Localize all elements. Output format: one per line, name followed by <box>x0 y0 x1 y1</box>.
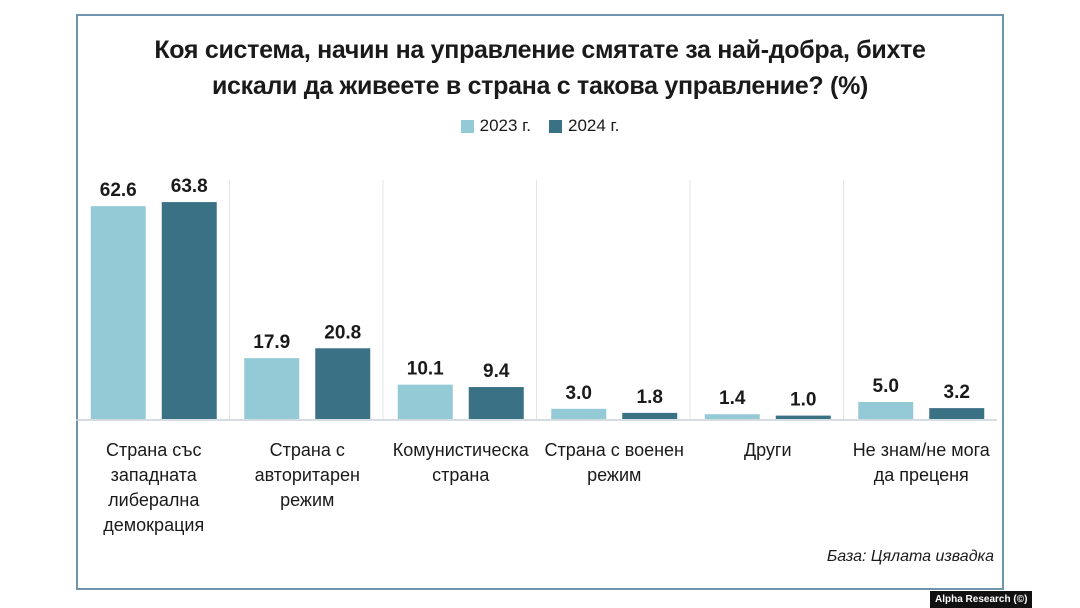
chart-title-line-2: искали да живеете в страна с такова упра… <box>211 72 869 100</box>
category-label: Други <box>692 438 844 463</box>
category-label-line: да преценя <box>873 465 969 485</box>
data-label-2024: 9.4 <box>483 361 510 382</box>
category-label-line: Страна с <box>269 440 345 460</box>
category-label-line: страна <box>432 465 490 485</box>
category-label: Страна с военен режим <box>538 438 690 488</box>
chart-frame <box>76 14 1004 590</box>
category-label-line: Не знам/не мога <box>852 440 990 460</box>
category-label-line: западната <box>110 465 197 485</box>
bar-2024 <box>315 348 371 419</box>
category-label-line: Страна със <box>106 440 202 460</box>
bar-2023 <box>858 402 914 419</box>
chart-title-line-1: Коя система, начин на управление смятате… <box>154 36 926 64</box>
category-label-line: авторитарен <box>254 465 360 485</box>
data-label-2024: 3.2 <box>944 382 970 403</box>
legend-label-2023: 2023 г. <box>479 116 531 135</box>
category-label-line: Страна с военен <box>544 440 685 460</box>
bar-2023 <box>704 414 760 419</box>
category-label: Не знам/не мога да преценя <box>845 438 997 488</box>
bar-2023 <box>244 358 300 419</box>
category-label-line: Комунистическа <box>392 440 529 460</box>
data-label-2023: 3.0 <box>566 383 592 404</box>
category-label: Страна с авторитарен режим <box>231 438 383 513</box>
bar-2024 <box>468 387 524 419</box>
chart-legend: 2023 г. 2024 г. <box>0 116 1080 136</box>
bar-2024 <box>622 412 678 419</box>
data-label-2024: 1.8 <box>637 387 663 408</box>
category-label-line: режим <box>280 490 335 510</box>
base-note: База: Цялата извадка <box>826 548 994 565</box>
data-label-2023: 17.9 <box>253 332 290 353</box>
data-label-2024: 20.8 <box>324 322 361 343</box>
category-label-line: Други <box>743 440 792 460</box>
bar-2024 <box>775 415 831 419</box>
bar-2024 <box>161 202 217 419</box>
data-label-2023: 5.0 <box>873 376 899 397</box>
data-label-2023: 62.6 <box>100 180 137 201</box>
category-label-line: режим <box>587 465 642 485</box>
bar-2023 <box>90 206 146 419</box>
legend-label-2024: 2024 г. <box>568 116 620 135</box>
chart-title: Коя система, начин на управление смятате… <box>90 32 990 104</box>
legend-item-2023: 2023 г. <box>460 116 531 136</box>
category-label: Страна със западната либерална демокрация <box>78 438 230 538</box>
data-label-2023: 10.1 <box>407 359 444 380</box>
legend-swatch-2024 <box>549 119 562 133</box>
category-label: Комунистическа страна <box>385 438 537 488</box>
legend-item-2024: 2024 г. <box>549 116 619 136</box>
data-label-2024: 1.0 <box>790 390 816 411</box>
category-label-line: либерална <box>108 490 200 510</box>
source-credit: Alpha Research (©) <box>930 591 1033 608</box>
category-label-line: демокрация <box>103 515 205 535</box>
data-label-2024: 63.8 <box>171 176 208 197</box>
bar-2023 <box>551 408 607 419</box>
bar-2024 <box>929 408 985 419</box>
data-label-2023: 1.4 <box>719 388 746 409</box>
legend-swatch-2023 <box>460 119 474 133</box>
bar-2023 <box>397 384 453 419</box>
